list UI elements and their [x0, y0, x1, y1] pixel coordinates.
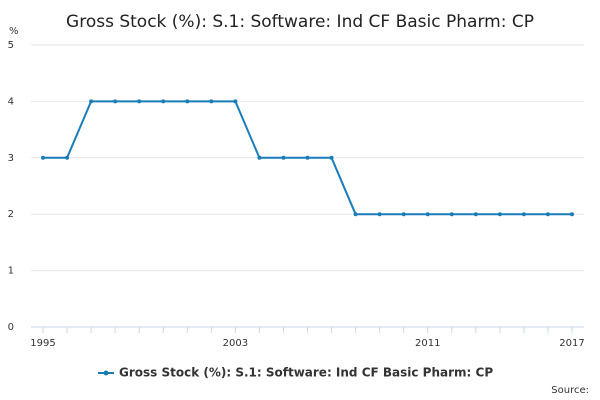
- point: [521, 212, 526, 217]
- y-axis-label: %: [9, 26, 19, 37]
- point: [545, 212, 550, 217]
- x-tick-label: 2003: [223, 338, 248, 349]
- point: [401, 212, 406, 217]
- point: [113, 99, 118, 104]
- point: [281, 155, 286, 160]
- legend-marker: [103, 370, 109, 376]
- point: [329, 155, 334, 160]
- point: [353, 212, 358, 217]
- point: [497, 212, 502, 217]
- point: [65, 155, 70, 160]
- y-tick-label: 0: [8, 322, 14, 333]
- y-tick-label: 1: [8, 266, 14, 277]
- point: [41, 155, 46, 160]
- x-tick-label: 1995: [30, 338, 55, 349]
- point: [257, 155, 262, 160]
- x-tick-label: 2017: [559, 338, 584, 349]
- point: [449, 212, 454, 217]
- point: [137, 99, 142, 104]
- point: [305, 155, 310, 160]
- point: [89, 99, 94, 104]
- point: [425, 212, 430, 217]
- point: [209, 99, 214, 104]
- chart-title: Gross Stock (%): S.1: Software: Ind CF B…: [66, 12, 534, 32]
- point: [377, 212, 382, 217]
- point: [161, 99, 166, 104]
- y-tick-label: 5: [8, 40, 14, 51]
- legend-label: Gross Stock (%): S.1: Software: Ind CF B…: [119, 366, 493, 380]
- point: [569, 212, 574, 217]
- y-tick-label: 4: [8, 96, 14, 107]
- point: [185, 99, 190, 104]
- point: [233, 99, 238, 104]
- source: Source:: [551, 385, 589, 396]
- y-tick-label: 3: [8, 153, 14, 164]
- point: [473, 212, 478, 217]
- y-tick-label: 2: [8, 209, 14, 220]
- x-tick-label: 2011: [415, 338, 440, 349]
